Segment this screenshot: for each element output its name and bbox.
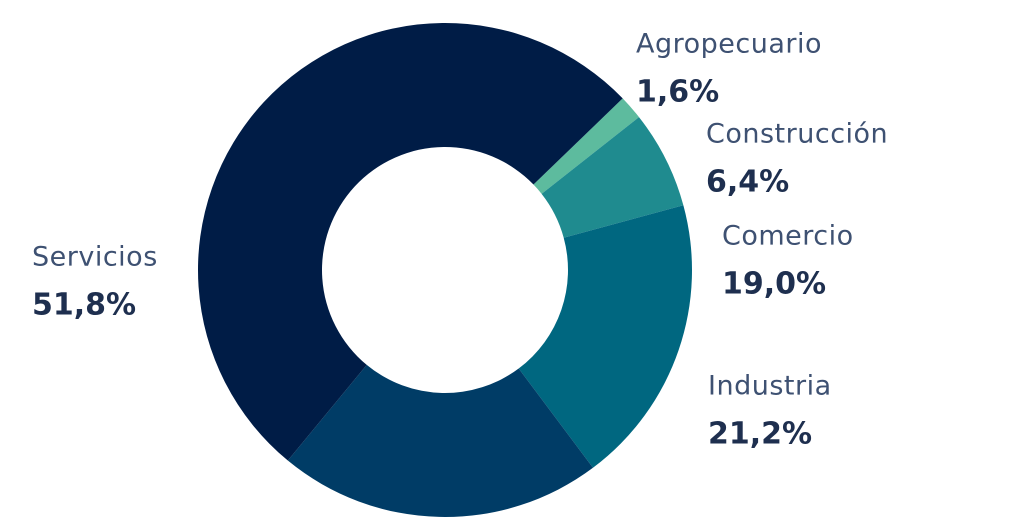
donut-slice bbox=[518, 205, 693, 468]
donut-slice bbox=[198, 22, 623, 461]
donut-slice bbox=[541, 117, 684, 238]
slice-value: 19,0% bbox=[722, 267, 826, 302]
donut-slice bbox=[287, 364, 593, 517]
slice-value: 51,8% bbox=[32, 288, 136, 323]
slice-label: Construcción bbox=[706, 119, 888, 150]
slice-label: Agropecuario bbox=[636, 29, 822, 60]
slice-value: 21,2% bbox=[708, 417, 812, 452]
slice-value: 6,4% bbox=[706, 165, 789, 200]
donut-slice bbox=[533, 98, 639, 194]
slice-label: Comercio bbox=[722, 221, 854, 252]
slice-label: Industria bbox=[708, 371, 832, 402]
slice-value: 1,6% bbox=[636, 75, 719, 110]
slice-label: Servicios bbox=[32, 242, 158, 273]
